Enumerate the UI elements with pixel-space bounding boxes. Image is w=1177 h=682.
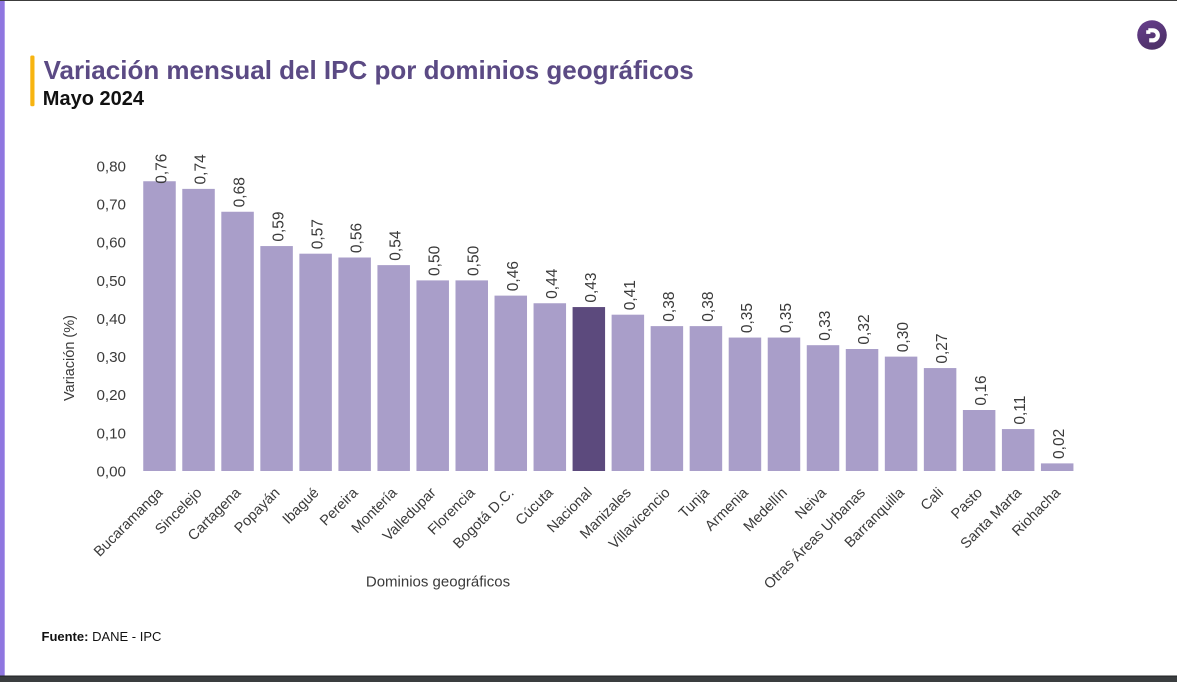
svg-text:0,10: 0,10 (96, 425, 126, 442)
svg-text:0,60: 0,60 (96, 235, 126, 252)
svg-text:0,30: 0,30 (895, 322, 912, 353)
svg-text:0,02: 0,02 (1051, 429, 1068, 459)
svg-text:0,41: 0,41 (622, 280, 639, 310)
svg-text:0,27: 0,27 (934, 333, 951, 363)
svg-text:0,35: 0,35 (739, 303, 756, 333)
svg-text:0,46: 0,46 (505, 261, 522, 291)
svg-text:0,50: 0,50 (96, 273, 126, 290)
svg-text:0,16: 0,16 (973, 375, 990, 405)
svg-text:0,32: 0,32 (856, 314, 873, 344)
svg-text:0,40: 0,40 (96, 311, 126, 328)
svg-text:0,00: 0,00 (96, 463, 126, 480)
svg-text:0,50: 0,50 (466, 245, 483, 276)
svg-text:0,59: 0,59 (271, 211, 288, 241)
svg-text:0,43: 0,43 (583, 272, 600, 302)
svg-text:0,80: 0,80 (96, 158, 126, 175)
svg-text:0,70: 0,70 (96, 197, 126, 214)
svg-text:0,50: 0,50 (427, 245, 444, 276)
svg-text:Fuente: DANE - IPC: Fuente: DANE - IPC (42, 629, 162, 644)
svg-text:0,30: 0,30 (96, 349, 126, 366)
svg-text:0,57: 0,57 (310, 219, 327, 249)
svg-text:0,38: 0,38 (700, 292, 717, 322)
svg-text:0,56: 0,56 (349, 223, 366, 253)
svg-text:0,35: 0,35 (778, 303, 795, 333)
svg-text:0,33: 0,33 (817, 311, 834, 341)
svg-text:Dominios geográficos: Dominios geográficos (366, 574, 510, 591)
svg-text:0,44: 0,44 (544, 268, 561, 299)
svg-text:0,20: 0,20 (96, 387, 126, 404)
svg-text:0,38: 0,38 (661, 292, 678, 322)
svg-text:Mayo 2024: Mayo 2024 (43, 88, 145, 110)
svg-text:0,11: 0,11 (1012, 396, 1029, 425)
svg-text:Variación mensual del IPC por: Variación mensual del IPC por dominios g… (44, 55, 694, 85)
svg-text:0,74: 0,74 (193, 154, 210, 185)
svg-text:0,68: 0,68 (232, 177, 249, 207)
svg-text:0,76: 0,76 (154, 154, 171, 184)
svg-text:Variación (%): Variación (%) (62, 315, 78, 401)
svg-text:0,54: 0,54 (388, 230, 405, 261)
